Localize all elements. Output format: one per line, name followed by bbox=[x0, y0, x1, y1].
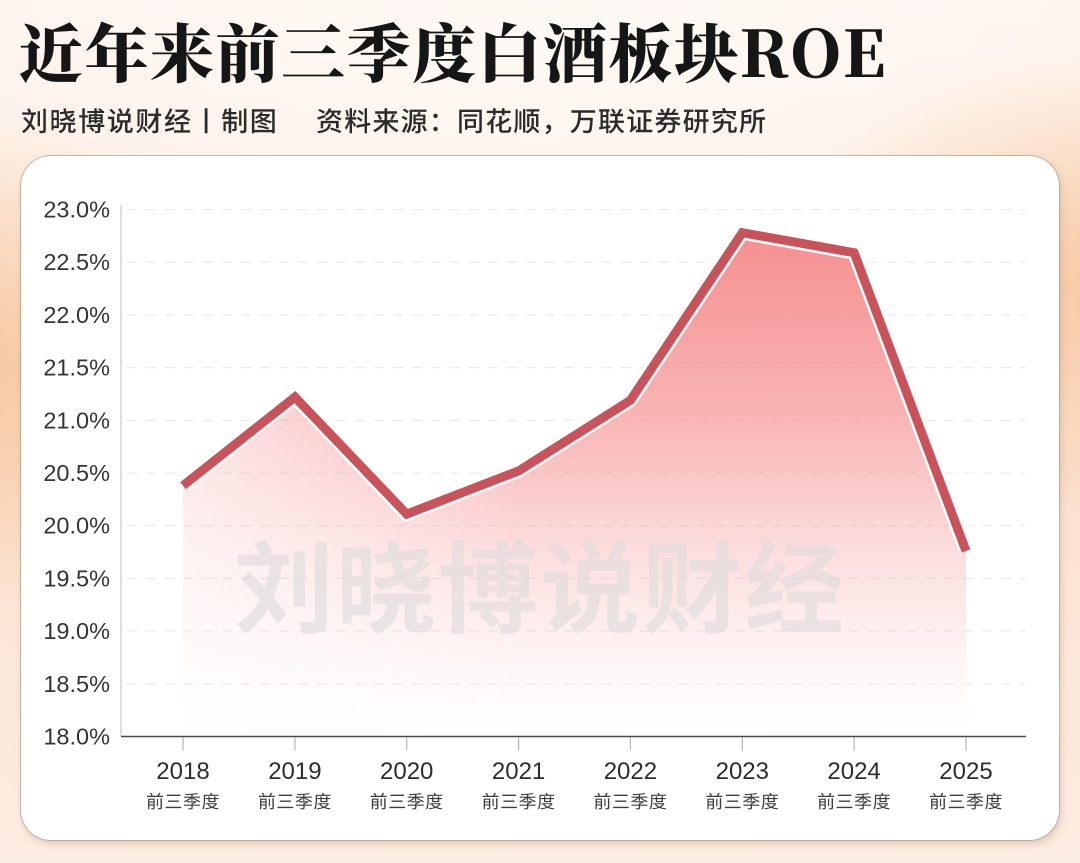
svg-text:2019: 2019 bbox=[268, 758, 321, 785]
svg-text:22.0%: 22.0% bbox=[43, 302, 110, 328]
svg-text:22.5%: 22.5% bbox=[43, 249, 110, 275]
svg-text:2025: 2025 bbox=[939, 758, 992, 785]
svg-text:2022: 2022 bbox=[604, 758, 657, 785]
svg-text:23.0%: 23.0% bbox=[43, 197, 110, 223]
svg-text:2023: 2023 bbox=[716, 758, 769, 785]
svg-text:2018: 2018 bbox=[156, 758, 209, 785]
svg-text:18.5%: 18.5% bbox=[43, 671, 110, 697]
svg-text:2021: 2021 bbox=[492, 758, 545, 785]
svg-text:21.5%: 21.5% bbox=[43, 355, 110, 381]
svg-text:19.0%: 19.0% bbox=[43, 618, 110, 644]
svg-text:18.0%: 18.0% bbox=[43, 724, 110, 750]
svg-text:2020: 2020 bbox=[380, 758, 433, 785]
svg-text:20.5%: 20.5% bbox=[43, 460, 110, 486]
svg-text:2024: 2024 bbox=[827, 758, 880, 785]
svg-text:20.0%: 20.0% bbox=[43, 513, 110, 539]
svg-text:19.5%: 19.5% bbox=[43, 565, 110, 591]
svg-text:21.0%: 21.0% bbox=[43, 407, 110, 433]
